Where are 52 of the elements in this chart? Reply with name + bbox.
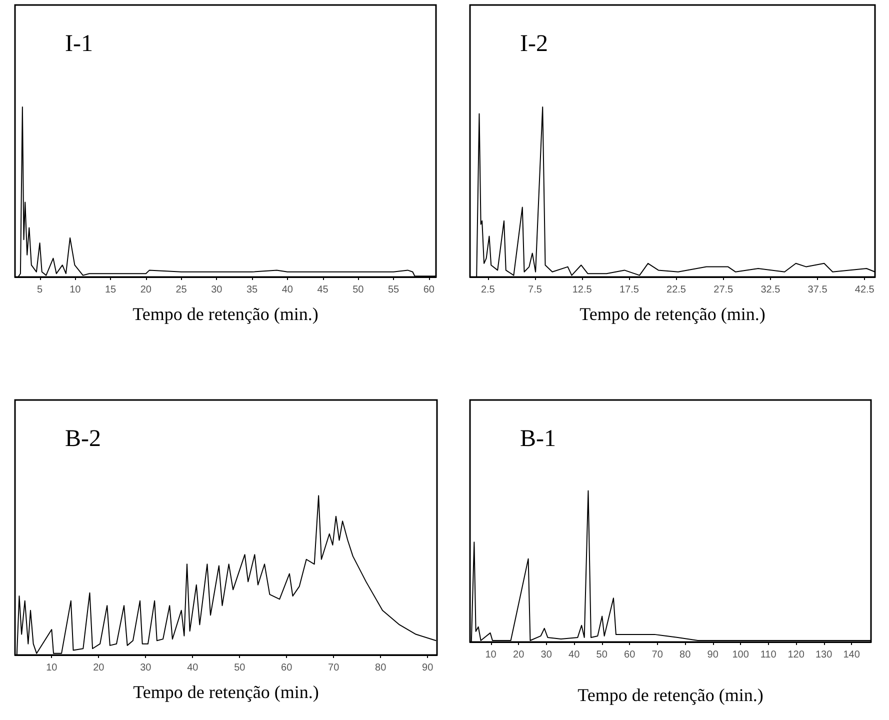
x-tick-label: 90 bbox=[422, 662, 434, 674]
x-tick-label: 60 bbox=[281, 662, 293, 674]
x-axis-title: Tempo de retenção (min.) bbox=[133, 682, 319, 702]
x-tick-label: 7.5 bbox=[528, 284, 542, 296]
x-axis-title: Tempo de retenção (min.) bbox=[578, 685, 764, 705]
x-tick-label: 42.5 bbox=[854, 284, 875, 296]
x-tick-label: 45 bbox=[317, 284, 329, 296]
x-tick-label: 90 bbox=[707, 650, 719, 660]
x-tick-label: 30 bbox=[140, 662, 152, 674]
x-tick-label: 17.5 bbox=[619, 284, 640, 296]
chart-title: I-2 bbox=[520, 31, 548, 57]
chart-title: I-1 bbox=[65, 31, 93, 57]
chart-title: B-2 bbox=[65, 426, 101, 452]
x-tick-label: 32.5 bbox=[760, 284, 781, 296]
x-tick-label: 10 bbox=[70, 284, 82, 296]
x-tick-label: 20 bbox=[140, 284, 152, 296]
x-tick-label: 30 bbox=[540, 650, 552, 660]
x-tick-label: 10 bbox=[485, 650, 497, 660]
x-tick-label: 60 bbox=[423, 284, 435, 296]
x-tick-label: 40 bbox=[568, 650, 580, 660]
x-tick-label: 80 bbox=[375, 662, 387, 674]
x-tick-label: 60 bbox=[624, 650, 636, 660]
x-tick-label: 20 bbox=[93, 662, 105, 674]
x-tick-label: 50 bbox=[352, 284, 364, 296]
x-tick-label: 100 bbox=[732, 650, 750, 660]
x-tick-label: 22.5 bbox=[666, 284, 686, 296]
x-tick-label: 20 bbox=[513, 650, 525, 660]
x-tick-label: 5 bbox=[36, 284, 43, 296]
x-tick-label: 70 bbox=[328, 662, 340, 674]
x-tick-label: 50 bbox=[596, 650, 608, 660]
x-axis-title: Tempo de retenção (min.) bbox=[132, 304, 318, 324]
x-tick-label: 110 bbox=[760, 650, 777, 660]
x-tick-label: 2.5 bbox=[480, 284, 496, 296]
x-tick-label: 35 bbox=[246, 284, 258, 296]
x-tick-label: 40 bbox=[282, 284, 294, 296]
x-tick-label: 50 bbox=[234, 662, 246, 674]
x-tick-label: 70 bbox=[652, 650, 664, 660]
x-tick-label: 120 bbox=[788, 650, 805, 660]
x-tick-label: 80 bbox=[680, 650, 692, 660]
x-axis-title: Tempo de retenção (min.) bbox=[580, 304, 766, 324]
x-tick-label: 37.5 bbox=[808, 284, 828, 296]
x-tick-label: 40 bbox=[187, 662, 199, 674]
x-tick-label: 10 bbox=[46, 662, 58, 674]
x-tick-label: 15 bbox=[104, 284, 117, 296]
x-tick-label: 30 bbox=[211, 284, 223, 296]
x-tick-label: 27.5 bbox=[714, 284, 734, 296]
chart-title: B-1 bbox=[520, 426, 556, 452]
x-tick-label: 25 bbox=[176, 284, 188, 296]
x-tick-label: 12.5 bbox=[572, 284, 592, 296]
x-tick-label: 55 bbox=[388, 284, 400, 296]
x-tick-label: 130 bbox=[815, 650, 833, 660]
x-tick-label: 140 bbox=[843, 650, 860, 660]
